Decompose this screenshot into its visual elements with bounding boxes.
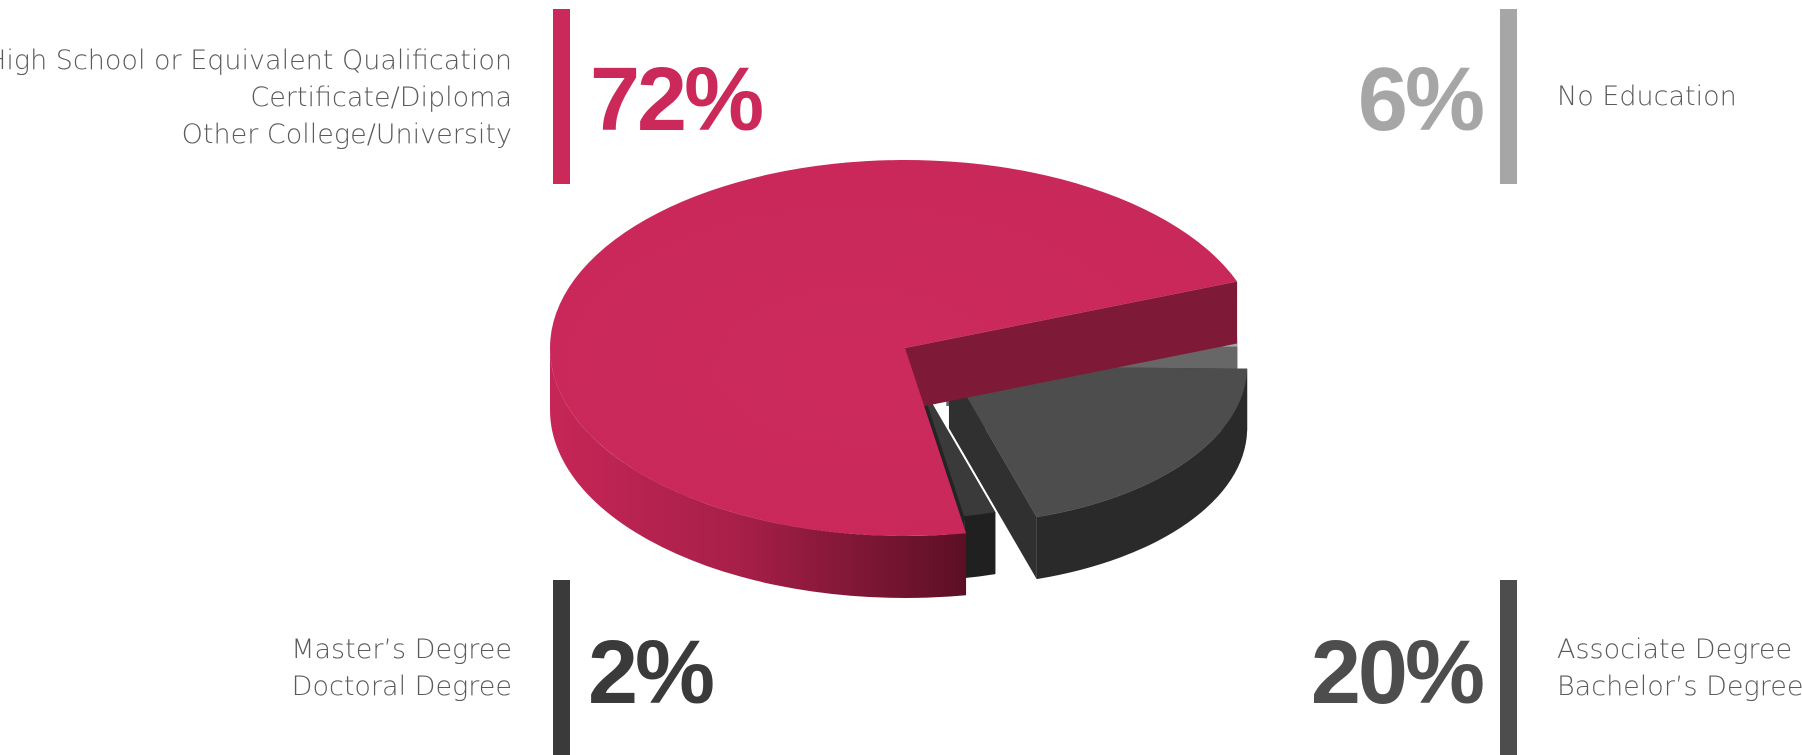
category-line: High School or Equivalent Qualification <box>0 42 512 79</box>
category-line: Associate Degree <box>1557 631 1802 668</box>
pie-slice-side <box>964 512 995 578</box>
category-label-bottom-left: Master’s Degree Doctoral Degree <box>291 631 512 705</box>
category-label-top-left: High School or Equivalent Qualification … <box>0 42 512 153</box>
percent-label-bottom-right: 20% <box>1311 628 1482 718</box>
category-line: Doctoral Degree <box>291 668 512 705</box>
accent-bar-top-left <box>553 9 570 184</box>
category-line: Other College/University <box>0 116 512 153</box>
category-label-bottom-right: Associate Degree Bachelor’s Degree <box>1557 631 1802 705</box>
accent-bar-bottom-left <box>553 580 570 755</box>
accent-bar-bottom-right <box>1500 580 1517 755</box>
category-line: Certificate/Diploma <box>0 79 512 116</box>
category-line: Bachelor’s Degree <box>1557 668 1802 705</box>
accent-bar-top-right <box>1500 9 1517 184</box>
category-line: No Education <box>1557 78 1737 115</box>
category-line: Master’s Degree <box>291 631 512 668</box>
percent-label-top-left: 72% <box>590 55 761 145</box>
percent-label-bottom-left: 2% <box>588 628 712 718</box>
category-label-top-right: No Education <box>1557 78 1737 115</box>
percent-label-top-right: 6% <box>1358 55 1482 145</box>
